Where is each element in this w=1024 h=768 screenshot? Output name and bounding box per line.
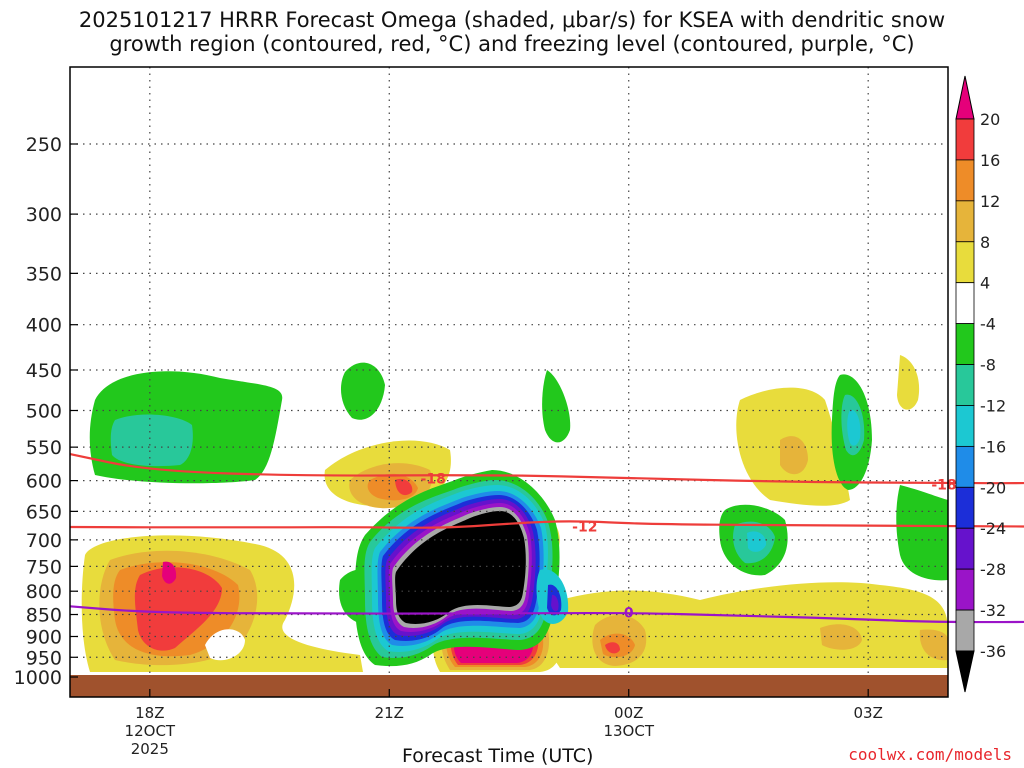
y-tick-label: 500 <box>26 401 62 423</box>
colorbar-label: -24 <box>980 519 1006 538</box>
x-tick-label: 13OCT <box>603 722 654 740</box>
colorbar-label: 8 <box>980 233 990 252</box>
y-tick-label: 900 <box>26 626 62 648</box>
plot-frame <box>69 66 949 698</box>
colorbar-label: -8 <box>980 356 996 375</box>
contour--18 <box>69 453 1024 485</box>
colorbar-label: -36 <box>980 642 1006 661</box>
colorbar-label: -12 <box>980 396 1006 415</box>
colorbar-bin <box>955 241 975 284</box>
contour-label: -18 <box>931 477 956 493</box>
y-tick-label: 550 <box>26 437 62 459</box>
colorbar-bin <box>955 118 975 161</box>
colorbar-bin <box>955 323 975 365</box>
y-tick-label: 600 <box>26 471 62 493</box>
colorbar-top-arrow <box>955 75 975 120</box>
y-tick-label: 300 <box>26 204 62 226</box>
ground-surface <box>70 675 948 697</box>
y-axis: 2503003504004505005506006507007508008509… <box>14 134 78 689</box>
colorbar-label: 4 <box>980 274 990 293</box>
x-tick-label: 21Z <box>375 704 404 722</box>
colorbar-bin <box>955 405 975 447</box>
colorbar: 20 16 12 8 4 -4 -8 -12 -16 -20 -24 -28 -32 -36 <box>955 75 1006 693</box>
colorbar-label: 16 <box>980 151 1000 170</box>
colorbar-bin <box>955 282 975 325</box>
colorbar-bin <box>955 609 975 652</box>
colorbar-label: -20 <box>980 478 1006 497</box>
source-credit[interactable]: coolwx.com/models <box>848 745 1012 764</box>
title-line-2: growth region (contoured, red, °C) and f… <box>109 32 915 56</box>
x-axis: 18Z12OCT202521Z00Z13OCT03Z06Z09Z <box>125 689 883 758</box>
colorbar-bin <box>955 486 975 529</box>
y-tick-label: 700 <box>26 530 62 552</box>
contour--12 <box>69 520 1024 529</box>
colorbar-bin <box>955 364 975 406</box>
colorbar-bin <box>955 568 975 611</box>
x-tick-label: 00Z <box>614 704 643 722</box>
contour-label: -18 <box>421 472 446 488</box>
y-tick-label: 950 <box>26 647 62 669</box>
colorbar-label: -4 <box>980 315 996 334</box>
y-tick-label: 750 <box>26 556 62 578</box>
y-tick-label: 450 <box>26 360 62 382</box>
y-tick-label: 350 <box>26 263 62 285</box>
title-line-1: 2025101217 HRRR Forecast Omega (shaded, … <box>78 8 946 32</box>
y-tick-label: 850 <box>26 605 62 627</box>
colorbar-label: -28 <box>980 560 1006 579</box>
temperature-contours <box>69 453 1024 624</box>
contour-label: 0 <box>624 606 634 622</box>
colorbar-label: 12 <box>980 192 1000 211</box>
y-tick-label: 650 <box>26 501 62 523</box>
x-tick-label: 2025 <box>131 740 169 758</box>
x-tick-label: 12OCT <box>125 722 176 740</box>
colorbar-bin <box>955 445 975 488</box>
x-axis-title: Forecast Time (UTC) <box>402 745 594 767</box>
contour-labels: -18-18-12-120 <box>421 472 957 622</box>
contour-label: -12 <box>572 519 597 535</box>
colorbar-label: -16 <box>980 437 1006 456</box>
colorbar-bin <box>955 200 975 243</box>
y-tick-label: 1000 <box>14 667 62 689</box>
colorbar-bin <box>955 159 975 202</box>
y-tick-label: 400 <box>26 315 62 337</box>
colorbar-label: 20 <box>980 110 1000 129</box>
x-tick-label: 18Z <box>135 704 164 722</box>
colorbar-bottom-arrow <box>955 650 975 693</box>
colorbar-label: -32 <box>980 601 1006 620</box>
contour-0 <box>69 605 1024 624</box>
y-tick-label: 800 <box>26 581 62 603</box>
colorbar-bin <box>955 527 975 570</box>
x-tick-label: 03Z <box>853 704 882 722</box>
y-tick-label: 250 <box>26 134 62 156</box>
